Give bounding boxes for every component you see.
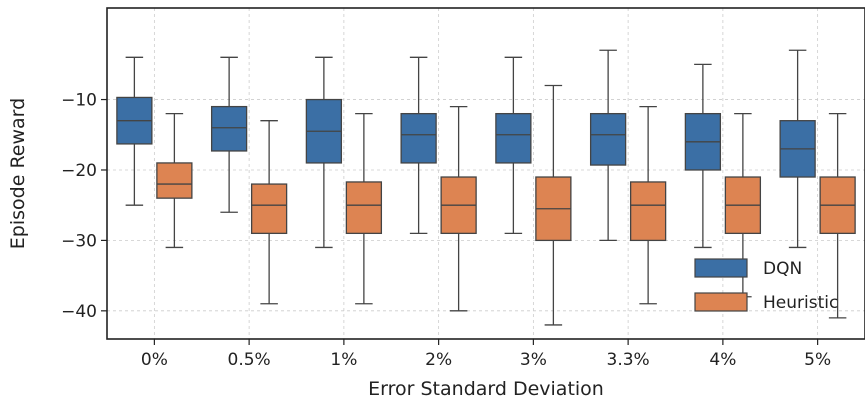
x-tick-label: 4% bbox=[709, 350, 736, 370]
dqn-box-6 bbox=[684, 63, 722, 249]
legend-swatch-dqn bbox=[694, 258, 748, 278]
box-iqr bbox=[589, 112, 627, 166]
y-axis-ticks: −10 −20 −30 −40 bbox=[61, 91, 107, 322]
y-tick-label: −30 bbox=[61, 231, 97, 251]
box-iqr bbox=[400, 112, 437, 164]
heuristic-box-4 bbox=[535, 84, 572, 326]
box-plot-boxes bbox=[116, 49, 856, 326]
heuristic-box-0 bbox=[156, 112, 193, 249]
x-axis-label: Error Standard Deviation bbox=[368, 378, 604, 400]
heuristic-box-7 bbox=[819, 112, 856, 319]
x-tick-label: 0% bbox=[141, 350, 168, 370]
box-iqr bbox=[250, 183, 288, 235]
legend: DQN Heuristic bbox=[694, 258, 838, 313]
x-tick-label: 2% bbox=[425, 350, 452, 370]
heuristic-box-6 bbox=[724, 112, 762, 298]
dqn-box-5 bbox=[589, 49, 627, 242]
heuristic-box-2 bbox=[345, 112, 383, 305]
box-iqr bbox=[156, 162, 193, 199]
legend-label-dqn: DQN bbox=[763, 259, 802, 279]
box-iqr bbox=[629, 181, 667, 242]
grid-lines bbox=[107, 8, 865, 339]
x-tick-label: 3% bbox=[520, 350, 547, 370]
box-iqr bbox=[345, 181, 383, 235]
y-tick-label: −20 bbox=[61, 161, 97, 181]
dqn-box-7 bbox=[779, 49, 816, 249]
box-iqr bbox=[210, 105, 248, 152]
legend-label-heuristic: Heuristic bbox=[763, 293, 838, 313]
x-tick-label: 0.5% bbox=[228, 350, 271, 370]
legend-swatch-heuristic bbox=[694, 292, 748, 312]
box-iqr bbox=[495, 112, 532, 164]
x-tick-label: 1% bbox=[330, 350, 357, 370]
dqn-box-4 bbox=[495, 56, 532, 235]
dqn-box-3 bbox=[400, 56, 437, 235]
heuristic-box-5 bbox=[629, 105, 667, 305]
dqn-box-2 bbox=[305, 56, 343, 249]
dqn-box-0 bbox=[116, 56, 153, 206]
heuristic-box-3 bbox=[440, 105, 477, 312]
dqn-box-1 bbox=[210, 56, 248, 213]
x-axis-ticks: 0% 0.5% 1% 2% 3% 3.3% 4% 5% bbox=[141, 339, 831, 370]
y-tick-label: −10 bbox=[61, 91, 97, 111]
heuristic-box-1 bbox=[250, 120, 288, 305]
y-tick-label: −40 bbox=[61, 302, 97, 322]
x-tick-label: 3.3% bbox=[607, 350, 650, 370]
plot-frame bbox=[106, 7, 865, 340]
y-axis-label: Episode Reward bbox=[7, 98, 29, 249]
x-tick-label: 5% bbox=[804, 350, 831, 370]
